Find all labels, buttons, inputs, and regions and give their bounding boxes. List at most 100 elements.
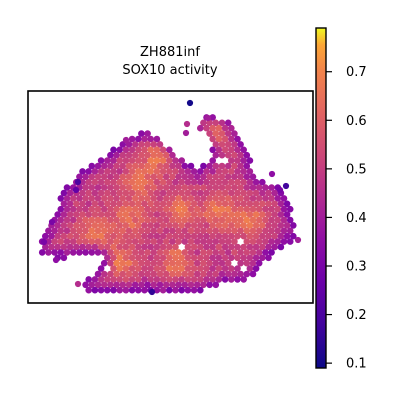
tissue-spot [224,205,232,213]
tissue-spot [40,238,48,246]
tissue-spot [184,222,192,229]
tissue-spot [228,265,235,272]
tissue-spot [231,249,238,256]
tissue-spot [268,249,275,256]
tissue-spot [66,243,74,251]
tissue-spot [144,151,151,159]
tissue-spot [60,222,68,229]
tissue-spot [69,249,77,256]
colorbar-tick-label: 0.1 [346,357,367,372]
tissue-spot [184,232,192,240]
tissue-spot [224,130,232,137]
tissue-spot [255,227,263,235]
tissue-spot [76,195,83,202]
tissue-spot [206,130,213,137]
tissue-spot [212,227,220,235]
tissue-spot [212,130,220,137]
tissue-spot [221,200,229,208]
tissue-spot [97,232,105,240]
tissue-spot [100,173,108,181]
tissue-spot [131,141,139,148]
tissue-spot [60,254,68,262]
tissue-spot [91,178,99,186]
tissue-spot [110,222,117,229]
tissue-spot [100,249,108,256]
tissue-spot [76,249,83,256]
tissue-spot [156,141,164,148]
tissue-spot [125,162,133,170]
tissue-spot [54,232,61,240]
tissue-spot [119,184,127,191]
tissue-spot [262,216,269,224]
tissue-spot [85,243,92,251]
tissue-spot [110,243,117,251]
tissue-spot [203,168,210,175]
tissue-spot [128,211,136,218]
tissue-spot [175,270,182,278]
tissue-spot [153,265,161,272]
tissue-spot [221,211,229,218]
tissue-spot [265,200,272,208]
tissue-spot [190,222,198,229]
tissue-spot [169,238,176,245]
tissue-spot [113,270,120,278]
tissue-spot [187,281,195,289]
tissue-spot [265,222,272,229]
tissue-spot [144,162,151,170]
tissue-spot [156,173,164,181]
tissue-spot [203,124,210,132]
tissue-spot [97,243,105,251]
tissue-spot [85,200,92,208]
tissue-spot [259,254,266,262]
tissue-spot [200,162,207,170]
tissue-spot [193,227,201,235]
tissue-spot [94,281,102,289]
tissue-spot [218,227,226,235]
tissue-spot [94,216,102,224]
tissue-spot [125,216,133,224]
tissue-spot [110,232,117,240]
chart-subtitle: SOX10 activity [122,63,217,78]
tissue-spot [237,184,244,191]
tissue-spot [141,178,148,186]
tissue-spot [215,276,223,283]
tissue-spot [252,189,260,197]
tissue-spot [228,189,235,197]
tissue-spot [204,114,212,122]
tissue-spot [228,276,235,283]
tissue-spot [125,238,133,245]
tissue-spot [138,141,145,148]
tissue-spot [243,162,251,170]
tissue-spot [252,232,260,240]
tissue-spot [94,205,102,213]
tissue-spot [57,249,65,256]
tissue-spot [255,249,263,256]
tissue-spot [218,141,226,148]
tissue-spot [116,211,123,218]
tissue-spot [156,259,164,267]
tissue-spot [104,168,111,175]
tissue-spot [234,135,241,143]
tissue-spot [246,211,254,218]
tissue-spot [243,259,251,267]
tissue-spot [218,119,226,127]
tissue-spot [200,205,207,213]
tissue-spot [125,281,133,289]
tissue-spot [259,243,266,251]
tissue-spot [265,232,272,240]
tissue-spot [228,146,235,154]
tissue-spot [66,232,74,240]
tissue-spot [82,173,89,181]
tissue-spot [237,227,244,235]
tissue-spot [215,232,223,240]
tissue-spot [116,265,123,272]
tissue-spot [150,141,158,148]
tissue-spot [200,119,207,127]
tissue-spot [119,162,127,170]
tissue-spot [91,222,99,229]
tissue-spot [135,135,142,143]
tissue-spot [162,205,170,213]
tissue-spot [125,184,133,191]
tissue-spot [182,129,190,137]
tissue-spot [172,254,179,262]
